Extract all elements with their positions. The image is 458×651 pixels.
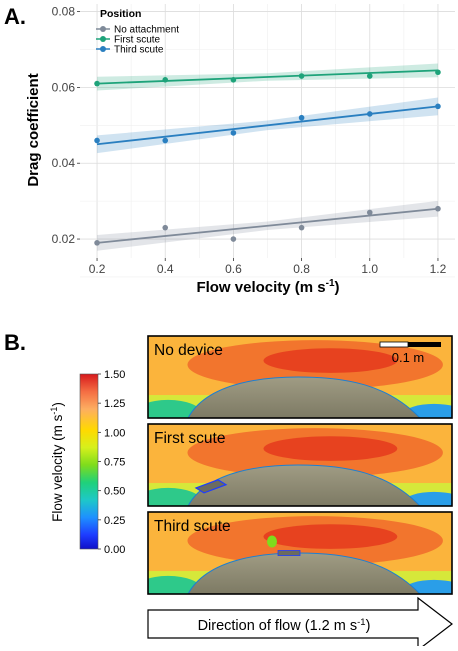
colorbar-tick-label: 0.25 (104, 515, 125, 527)
x-axis-label-end: ) (335, 279, 340, 296)
flow-field-eddy (267, 535, 277, 548)
x-tick-label: 0.8 (293, 262, 310, 276)
x-ticks: 0.2 0.4 0.6 0.8 1.0 1.2 (89, 258, 447, 276)
legend-swatch-point (100, 46, 106, 52)
y-tick-label: 0.04 (52, 156, 76, 170)
colorbar-tick-label: 0.00 (104, 544, 125, 556)
flow-field-peak (263, 436, 398, 461)
y-tick-label: 0.06 (52, 80, 76, 94)
turtle-body (187, 376, 421, 418)
frame-border (147, 511, 453, 595)
legend-entry: Third scute (114, 45, 164, 56)
colorbar-ticks: 1.50 1.25 1.00 0.75 0.50 0.25 0.00 (98, 369, 125, 556)
data-point (298, 73, 305, 79)
data-point (298, 114, 305, 121)
data-point (435, 69, 441, 76)
data-point (298, 224, 305, 231)
x-tick-label: 1.2 (430, 262, 447, 276)
flow-frame: Third scute (147, 511, 453, 595)
frame-title: First scute (154, 430, 225, 447)
flow-frame: No device (147, 335, 453, 419)
colorbar-tick-label: 0.75 (104, 457, 125, 469)
device-first-scute (194, 479, 228, 494)
data-point (435, 103, 441, 110)
fit-line (96, 105, 439, 146)
frame-border (147, 423, 453, 507)
x-tick-label: 0.2 (89, 262, 106, 276)
data-point (366, 209, 373, 216)
frame-title: No device (154, 342, 223, 359)
data-point (230, 77, 237, 83)
x-axis-label-sup: -1 (326, 278, 335, 289)
scale-bar-black (408, 342, 441, 347)
data-point (366, 111, 373, 117)
scale-bar-white (379, 341, 409, 348)
data-point (94, 80, 100, 87)
frame-border (147, 335, 453, 419)
colorbar: 1.50 1.25 1.00 0.75 0.50 0.25 0.00 Flow veloci… (49, 369, 125, 556)
arrow-label-text: Direction of flow (1.2 m s (198, 618, 358, 634)
flow-field-peak (263, 524, 398, 549)
flow-field-slow (148, 487, 202, 506)
device-third-scute (277, 550, 301, 556)
legend-entry: First scute (114, 35, 161, 46)
colorbar-gradient (79, 373, 99, 550)
y-axis-label: Drag coefficient (25, 73, 42, 186)
x-tick-label: 0.6 (225, 262, 242, 276)
flow-frames: No device First scute Third scute (147, 335, 453, 595)
arrow-label-sup: -1 (357, 617, 365, 628)
data-point (435, 205, 441, 212)
colorbar-tick-label: 1.00 (104, 427, 125, 439)
colorbar-tick-label: 0.50 (104, 486, 125, 498)
data-point (230, 236, 237, 242)
scale-bar-label: 0.1 m (392, 350, 425, 365)
panel-b-label: B. (4, 330, 26, 355)
arrow-label-end: ) (366, 618, 371, 634)
x-axis-label-text: Flow velocity (m s (196, 279, 325, 296)
arrow-shape (147, 596, 453, 651)
fit-line (96, 207, 439, 244)
x-tick-label: 0.4 (157, 262, 174, 276)
data-point (94, 240, 100, 246)
flow-field-slow (148, 575, 202, 594)
data-point (230, 130, 237, 136)
drag-coefficient-plot: 0.2 0.4 0.6 0.8 1.0 1.2 0.02 0.04 0.06 0.08 (52, 4, 455, 278)
colorbar-label-sup: -1 (49, 407, 59, 415)
x-axis-label: Flow velocity (m s-1) (196, 278, 339, 296)
colorbar-tick-label: 1.50 (104, 369, 125, 381)
flow-field-slow (148, 399, 202, 418)
flow-field-peak (263, 348, 398, 373)
grid (80, 4, 455, 278)
data-point (162, 77, 169, 83)
y-ticks: 0.02 0.04 0.06 0.08 (52, 5, 80, 246)
legend-swatch-point (100, 36, 106, 42)
flow-direction-arrow: Direction of flow (1.2 m s-1) (147, 596, 453, 651)
flow-frame: First scute (147, 423, 453, 507)
data-point (162, 137, 169, 144)
arrow-label: Direction of flow (1.2 m s-1) (198, 617, 371, 634)
fit-line (97, 69, 438, 85)
y-tick-label: 0.08 (52, 5, 76, 19)
colorbar-label-text: Flow velocity (m s (50, 414, 65, 522)
y-tick-label: 0.02 (52, 232, 76, 246)
legend-entry: No attachment (114, 25, 179, 36)
colorbar-label-end: ) (50, 402, 65, 407)
legend-swatch-point (100, 26, 106, 32)
x-tick-label: 1.0 (361, 262, 378, 276)
panel-a-label: A. (4, 4, 26, 29)
data-point (162, 224, 169, 231)
data-point (366, 73, 373, 79)
frame-title: Third scute (154, 518, 231, 535)
colorbar-tick-label: 1.25 (104, 398, 125, 410)
scale-bar: 0.1 m (379, 341, 441, 365)
data-point (94, 137, 100, 144)
legend-title: Position (100, 8, 141, 20)
data-points (94, 69, 441, 246)
colorbar-label: Flow velocity (m s-1) (49, 402, 65, 522)
fit-lines (96, 69, 439, 244)
